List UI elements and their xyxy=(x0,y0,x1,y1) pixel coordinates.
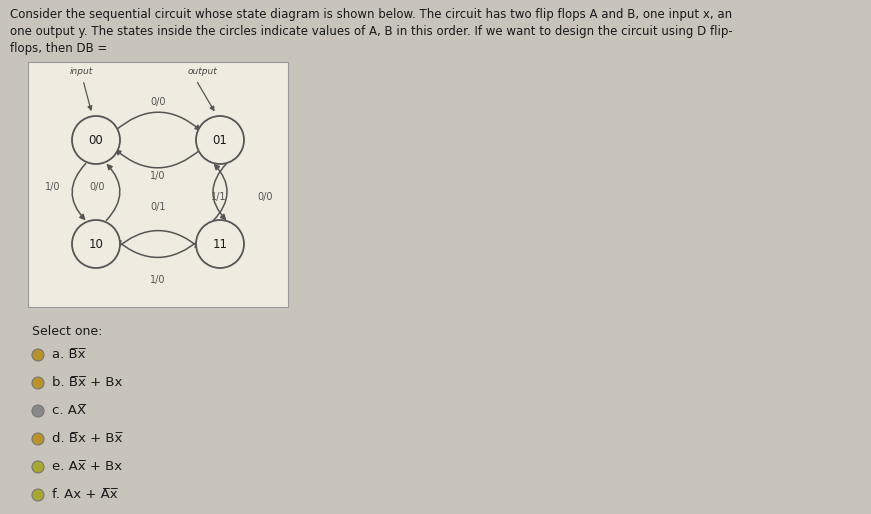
Text: 1/0: 1/0 xyxy=(151,275,165,285)
Circle shape xyxy=(196,220,244,268)
Circle shape xyxy=(32,489,44,501)
Text: 10: 10 xyxy=(89,237,104,250)
Text: output: output xyxy=(187,67,217,76)
Text: Consider the sequential circuit whose state diagram is shown below. The circuit : Consider the sequential circuit whose st… xyxy=(10,8,733,55)
Text: c. AX̅: c. AX̅ xyxy=(52,405,86,417)
Text: 00: 00 xyxy=(89,134,104,146)
Text: 0/1: 0/1 xyxy=(151,202,165,212)
Text: e. Ax̅ + Bx: e. Ax̅ + Bx xyxy=(52,461,122,473)
Circle shape xyxy=(32,461,44,473)
Text: 1/0: 1/0 xyxy=(151,171,165,181)
Text: 0/0: 0/0 xyxy=(258,192,273,202)
Circle shape xyxy=(32,405,44,417)
Text: a. B̅x̅: a. B̅x̅ xyxy=(52,348,85,361)
Text: input: input xyxy=(70,67,92,76)
Text: Select one:: Select one: xyxy=(32,325,103,338)
Text: 01: 01 xyxy=(213,134,227,146)
Circle shape xyxy=(32,349,44,361)
Circle shape xyxy=(72,220,120,268)
Circle shape xyxy=(72,116,120,164)
Text: 11: 11 xyxy=(213,237,227,250)
Text: 0/0: 0/0 xyxy=(90,182,105,192)
Text: d. B̅x + Bx̅: d. B̅x + Bx̅ xyxy=(52,432,122,446)
Circle shape xyxy=(32,433,44,445)
Circle shape xyxy=(196,116,244,164)
Text: f. Ax + A̅x̅: f. Ax + A̅x̅ xyxy=(52,488,118,502)
Circle shape xyxy=(32,377,44,389)
Text: b. B̅x̅ + Bx: b. B̅x̅ + Bx xyxy=(52,376,122,390)
Text: 1/1: 1/1 xyxy=(211,192,226,202)
FancyBboxPatch shape xyxy=(28,62,288,307)
Text: 0/0: 0/0 xyxy=(151,97,165,106)
Text: 1/0: 1/0 xyxy=(45,182,61,192)
